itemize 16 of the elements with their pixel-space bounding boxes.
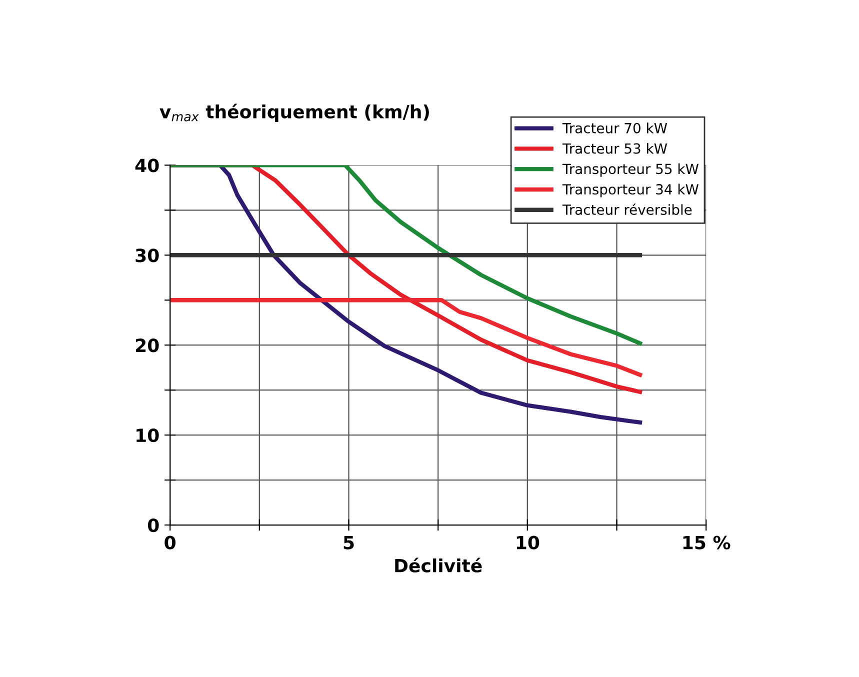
legend-label: Tracteur réversible bbox=[562, 204, 692, 215]
legend-label: Transporteur 34 kW bbox=[562, 184, 699, 198]
legend-label: Transporteur 55 kW bbox=[562, 163, 699, 177]
x-tick-label: 0 bbox=[164, 536, 176, 550]
legend-label: Tracteur 53 kW bbox=[562, 143, 668, 154]
y-tick-label: 20 bbox=[136, 338, 159, 352]
legend-label: Tracteur 70 kW bbox=[562, 122, 668, 134]
y-axis-title: v$_{max}$ théoriquement (km/h) bbox=[160, 104, 429, 122]
x-tick-label: 15 % bbox=[683, 536, 730, 550]
x-axis-title: Déclivité bbox=[395, 558, 482, 572]
y-tick-label: 10 bbox=[136, 428, 159, 442]
x-tick-label: 10 bbox=[516, 536, 540, 550]
y-tick-label: 30 bbox=[136, 248, 159, 262]
x-tick-label: 5 bbox=[344, 536, 354, 550]
y-tick-label: 40 bbox=[135, 158, 159, 172]
y-tick-label: 0 bbox=[148, 518, 159, 532]
